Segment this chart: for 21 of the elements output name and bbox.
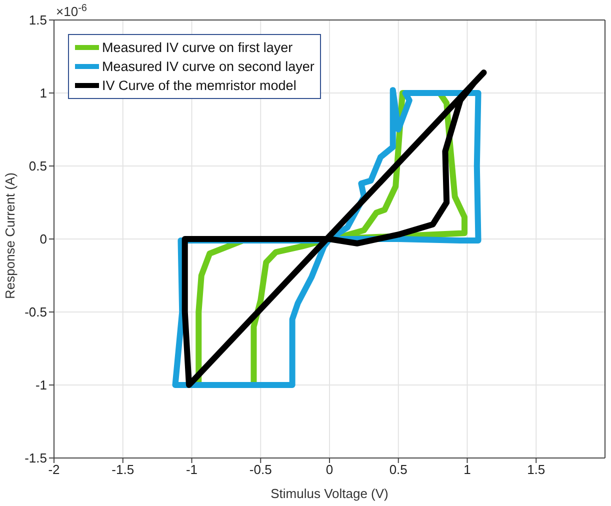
x-tick-label: 0 (326, 462, 334, 478)
y-tick-label: -0.5 (24, 304, 47, 320)
x-tick-label: 1.5 (527, 462, 546, 478)
y-axis-title: Response Current (A) (2, 172, 18, 299)
legend-label: Measured IV curve on first layer (102, 40, 293, 55)
legend-label: IV Curve of the memristor model (102, 78, 296, 93)
x-axis-title: Stimulus Voltage (V) (270, 486, 388, 501)
x-tick-label: -1.5 (112, 462, 134, 478)
y-tick-label: -1 (35, 378, 47, 393)
y-tick-label: 0 (40, 232, 47, 247)
x-tick-label: 1 (464, 462, 471, 478)
y-tick-label: 0.5 (28, 158, 47, 174)
legend-label: Measured IV curve on second layer (102, 59, 314, 74)
x-tick-label: -2 (48, 462, 60, 478)
x-tick-label: -0.5 (249, 462, 272, 478)
y-tick-label: -1.5 (24, 450, 47, 466)
x-tick-label: -1 (186, 462, 198, 478)
y-tick-label: 1.5 (28, 12, 47, 28)
text: ×10$^{-6}$ (56, 2, 88, 19)
y-tick-label: 1 (40, 86, 47, 101)
x-tick-label: 0.5 (389, 462, 408, 478)
